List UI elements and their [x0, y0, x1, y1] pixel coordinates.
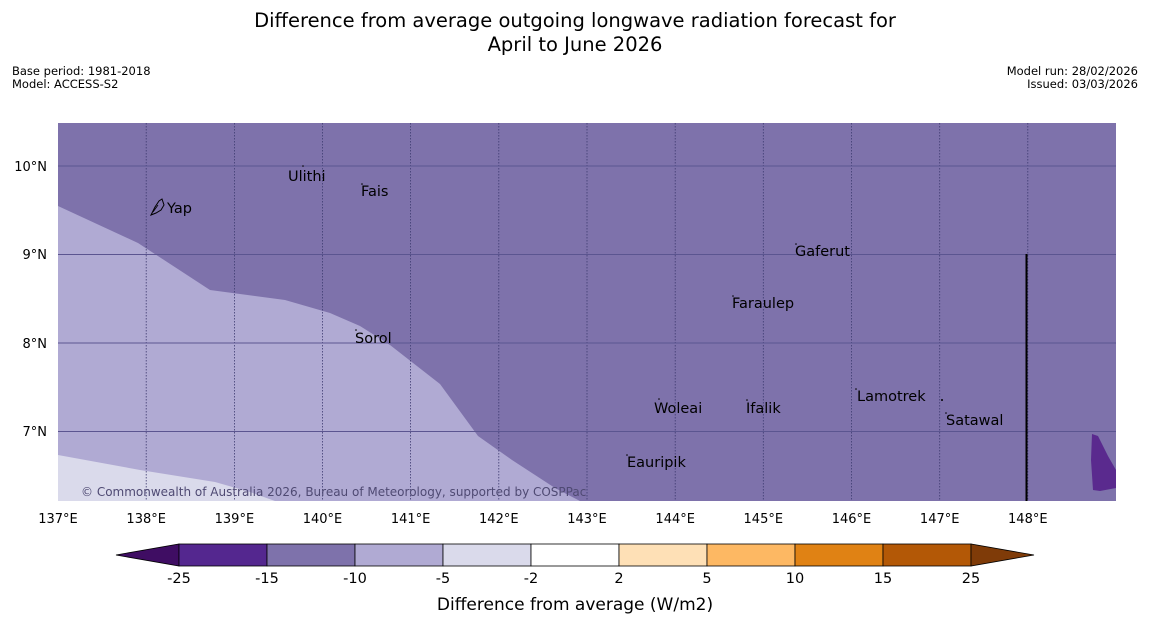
lon-label-137e: 137°E	[38, 512, 78, 527]
map-title-line-2: April to June 2026	[487, 33, 663, 56]
map-field: Yap Ulithi Fais Gaferut Faraulep Sorol W…	[58, 123, 1116, 501]
lon-label-142e: 142°E	[479, 512, 519, 527]
place-label-woleai: Woleai	[654, 401, 702, 417]
colorbar-tick-label: 2	[614, 571, 623, 587]
lon-label-139e: 139°E	[215, 512, 255, 527]
colorbar-tick-label: 10	[786, 571, 804, 587]
strong-anomaly-region	[1091, 434, 1116, 491]
place-label-yap: Yap	[166, 201, 192, 217]
lon-label-145e: 145°E	[744, 512, 784, 527]
lon-label-143e: 143°E	[567, 512, 607, 527]
place-label-ulithi: Ulithi	[288, 169, 326, 185]
colorbar-bin-9	[882, 543, 972, 567]
colorbar-tick-label: 5	[702, 571, 711, 587]
base-period-label: Base period: 1981-2018	[12, 64, 151, 78]
colorbar-tick-label: -15	[255, 571, 279, 587]
colorbar-bin-7	[706, 543, 796, 567]
lon-label-148e: 148°E	[1008, 512, 1048, 527]
place-label-sorol: Sorol	[355, 331, 392, 347]
copyright-notice: © Commonwealth of Australia 2026, Bureau…	[81, 485, 586, 499]
colorbar-min-extension	[115, 543, 180, 567]
model-label: Model: ACCESS-S2	[12, 77, 119, 91]
lat-label-8n: 8°N	[23, 337, 48, 352]
place-label-lamotrek: Lamotrek	[857, 389, 926, 405]
colorbar-title: Difference from average (W/m2)	[437, 595, 713, 615]
moderate-anomaly-region	[58, 206, 580, 501]
colorbar-bin-3	[354, 543, 444, 567]
yap-island	[149, 198, 165, 216]
colorbar-max-extension	[970, 543, 1035, 567]
lat-label-10n: 10°N	[14, 160, 47, 175]
colorbar-tick-label: -5	[436, 571, 450, 587]
place-label-fais: Fais	[361, 184, 388, 200]
lon-label-141e: 141°E	[391, 512, 431, 527]
colorbar-bin-6	[618, 543, 708, 567]
place-label-ifalik: Ifalik	[746, 401, 781, 417]
place-label-gaferut: Gaferut	[795, 244, 850, 260]
place-label-eauripik: Eauripik	[627, 455, 686, 471]
lat-label-9n: 9°N	[23, 248, 48, 263]
colorbar-bin-2	[266, 543, 356, 567]
colorbar-bin-1	[178, 543, 268, 567]
colorbar-bin-5	[530, 543, 620, 567]
weak-anomaly-region	[58, 455, 275, 501]
lon-label-138e: 138°E	[126, 512, 166, 527]
lon-label-144e: 144°E	[655, 512, 695, 527]
colorbar-tick-label: 15	[874, 571, 892, 587]
latitude-gridlines	[58, 165, 1116, 432]
lon-label-146e: 146°E	[832, 512, 872, 527]
model-run-label: Model run: 28/02/2026	[1006, 64, 1138, 78]
lon-label-147e: 147°E	[920, 512, 960, 527]
place-label-satawal: Satawal	[946, 413, 1003, 429]
island-markers	[302, 165, 947, 456]
colorbar-tick-label: -2	[524, 571, 538, 587]
colorbar-tick-label: -25	[167, 571, 191, 587]
colorbar-bin-4	[442, 543, 532, 567]
colorbar-bin-8	[794, 543, 884, 567]
colorbar-tick-label: -10	[343, 571, 367, 587]
map-title-line-1: Difference from average outgoing longwav…	[254, 9, 896, 32]
colorbar	[115, 543, 1035, 567]
issued-label: Issued: 03/03/2026	[1027, 77, 1138, 91]
longitude-gridlines	[145, 123, 1029, 501]
colorbar-tick-label: 25	[962, 571, 980, 587]
lon-label-140e: 140°E	[303, 512, 343, 527]
place-label-faraulep: Faraulep	[732, 296, 794, 312]
lat-label-7n: 7°N	[23, 425, 48, 440]
